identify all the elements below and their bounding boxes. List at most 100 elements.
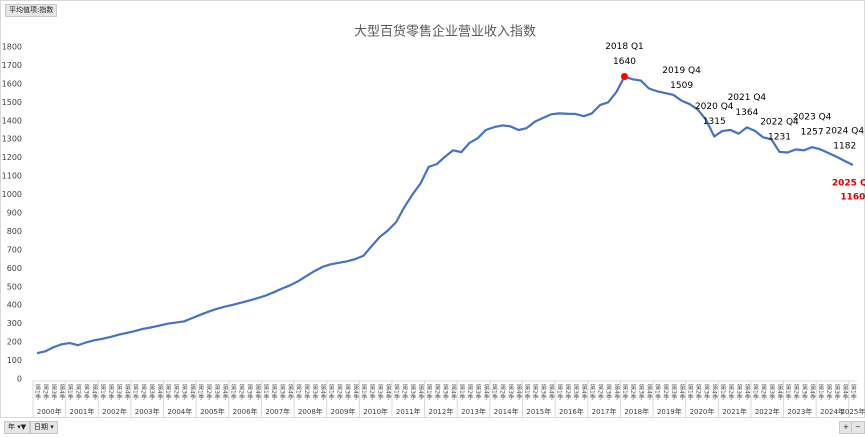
x-tick-label: 第1季 <box>393 383 400 401</box>
x-tick-label: 第4季 <box>645 383 652 401</box>
x-tick-label: 第4季 <box>450 383 457 401</box>
x-tick-label: 第2季 <box>238 383 245 401</box>
collapse-button[interactable]: − <box>851 421 865 434</box>
x-group-label: 2024年 <box>820 407 845 416</box>
annotation-label: 2020 Q4 <box>695 102 734 112</box>
annotation-value: 1231 <box>768 132 791 142</box>
x-tick-label: 第3季 <box>115 383 122 401</box>
x-tick-label: 第4季 <box>58 383 65 401</box>
x-tick-label: 第1季 <box>229 383 236 401</box>
annotation-value: 1257 <box>801 128 824 138</box>
x-tick-label: 第4季 <box>809 383 816 401</box>
annotation-value: 1364 <box>735 108 758 118</box>
x-tick-label: 第3季 <box>735 383 742 401</box>
x-tick-label: 第2季 <box>531 383 538 401</box>
annotation-value: 1509 <box>670 81 693 91</box>
x-tick-label: 第2季 <box>825 383 832 401</box>
y-tick-label: 700 <box>7 245 22 254</box>
x-tick-label: 第2季 <box>74 383 81 401</box>
x-tick-label: 第2季 <box>172 383 179 401</box>
x-tick-label: 第1季 <box>131 383 138 401</box>
data-line <box>36 75 854 355</box>
x-tick-label: 第2季 <box>499 383 506 401</box>
chart-border <box>0 0 865 418</box>
y-tick-label: 1400 <box>2 116 22 125</box>
x-tick-label: 第1季 <box>621 383 628 401</box>
x-group-label: 2017年 <box>592 407 617 416</box>
x-tick-label: 第4季 <box>221 383 228 401</box>
highlight-marker <box>620 73 628 81</box>
x-tick-label: 第2季 <box>368 383 375 401</box>
y-tick-label: 0 <box>17 375 22 384</box>
annotation-value: 1160 <box>840 193 865 203</box>
x-tick-label: 第1季 <box>66 383 73 401</box>
x-tick-label: 第2季 <box>303 383 310 401</box>
x-tick-label: 第1季 <box>752 383 759 401</box>
x-tick-label: 第1季 <box>99 383 106 401</box>
x-tick-label: 第1季 <box>425 383 432 401</box>
x-tick-label: 第4季 <box>515 383 522 401</box>
year-filter-button[interactable]: 年 ▾▼ <box>4 421 31 434</box>
x-tick-label: 第4季 <box>384 383 391 401</box>
x-group-label: 2014年 <box>494 407 519 416</box>
x-tick-label: 第2季 <box>335 383 342 401</box>
y-tick-label: 1600 <box>2 79 22 88</box>
x-tick-label: 第1季 <box>490 383 497 401</box>
y-tick-label: 1000 <box>2 190 22 199</box>
x-group-label: 2015年 <box>526 407 551 416</box>
x-group-label: 2023年 <box>787 407 812 416</box>
y-tick-label: 500 <box>7 282 22 291</box>
x-tick-label: 第3季 <box>344 383 351 401</box>
x-tick-label: 第3季 <box>637 383 644 401</box>
x-tick-label: 第3季 <box>670 383 677 401</box>
x-tick-label: 第4季 <box>123 383 130 401</box>
x-group-label: 2011年 <box>396 407 421 416</box>
value-field-button[interactable]: 平均值项:指数 <box>5 4 58 17</box>
x-tick-label: 第3季 <box>50 383 57 401</box>
x-tick-label: 第3季 <box>409 383 416 401</box>
x-tick-label: 第1季 <box>686 383 693 401</box>
annotation-label: 2024 Q4 <box>825 126 864 136</box>
x-tick-label: 第2季 <box>42 383 49 401</box>
x-tick-label: 第3季 <box>180 383 187 401</box>
y-tick-label: 200 <box>7 338 22 347</box>
x-tick-label: 第1季 <box>817 383 824 401</box>
y-tick-label: 1100 <box>2 172 22 181</box>
date-filter-button[interactable]: 日期 ▾ <box>30 421 58 434</box>
x-tick-label: 第3季 <box>83 383 90 401</box>
x-tick-label: 第4季 <box>417 383 424 401</box>
x-tick-label: 第3季 <box>376 383 383 401</box>
x-tick-label: 第2季 <box>270 383 277 401</box>
annotation-label: 2018 Q1 <box>605 42 644 52</box>
x-tick-label: 第2季 <box>792 383 799 401</box>
annotation-label: 2022 Q4 <box>760 117 799 127</box>
x-tick-label: 第2季 <box>629 383 636 401</box>
x-group-label: 2020年 <box>690 407 715 416</box>
x-tick-label: 第4季 <box>711 383 718 401</box>
x-tick-label: 第3季 <box>507 383 514 401</box>
x-group-label: 2018年 <box>624 407 649 416</box>
x-tick-label: 第4季 <box>352 383 359 401</box>
y-tick-label: 1300 <box>2 135 22 144</box>
x-tick-label: 第1季 <box>34 383 41 401</box>
x-tick-label: 第2季 <box>564 383 571 401</box>
annotation-label: 2021 Q4 <box>728 93 767 103</box>
x-group-label: 2001年 <box>70 407 95 416</box>
x-tick-label: 第4季 <box>91 383 98 401</box>
x-tick-label: 第4季 <box>254 383 261 401</box>
x-tick-label: 第4季 <box>678 383 685 401</box>
x-group-label: 2005年 <box>200 407 225 416</box>
x-tick-label: 第4季 <box>580 383 587 401</box>
x-tick-label: 第3季 <box>605 383 612 401</box>
y-tick-label: 1200 <box>2 153 22 162</box>
x-group-label: 2025年 <box>841 407 865 416</box>
x-tick-label: 第2季 <box>401 383 408 401</box>
y-tick-label: 100 <box>7 356 22 365</box>
x-tick-label: 第3季 <box>278 383 285 401</box>
x-tick-label: 第4季 <box>286 383 293 401</box>
x-tick-label: 第1季 <box>784 383 791 401</box>
x-group-label: 2003年 <box>135 407 160 416</box>
y-tick-label: 400 <box>7 301 22 310</box>
x-group-label: 2009年 <box>331 407 356 416</box>
